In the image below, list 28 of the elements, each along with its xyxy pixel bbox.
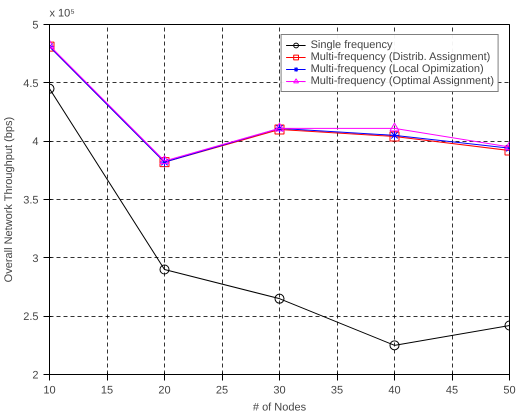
x-tick-label: 20: [158, 384, 171, 396]
legend-label: Multi-frequency (Distrib. Assignment): [310, 51, 490, 63]
point: [274, 294, 284, 304]
x-axis-title: # of Nodes: [252, 402, 307, 414]
point: [160, 264, 170, 274]
x-tick-label: 50: [503, 384, 516, 396]
y-tick-label: 4: [32, 136, 39, 148]
x-tick-label: 30: [273, 384, 286, 396]
y-tick-label: 2.5: [23, 311, 39, 324]
y-tick-label: 5: [32, 20, 39, 32]
text: x 10⁵: [50, 8, 75, 20]
x-tick-label: 40: [388, 384, 401, 396]
y-tick-label: 2: [32, 370, 39, 382]
y-tick-label: 3: [32, 252, 39, 265]
legend-label: Multi-frequency (Optimal Assignment): [310, 75, 494, 87]
y-tick-label: 4.5: [23, 78, 39, 90]
point: [160, 155, 170, 164]
legend-label: Single frequency: [310, 39, 393, 51]
x-tick-label: 45: [446, 384, 458, 396]
x-tick-label: 10: [43, 384, 56, 396]
y-tick-label: 3.5: [23, 194, 39, 206]
legend-label: Multi-frequency (Local Opimization): [310, 63, 484, 75]
x-tick-label: 25: [216, 384, 228, 396]
point: [390, 122, 400, 132]
point: [390, 340, 400, 350]
x-tick-label: 15: [100, 384, 114, 396]
x-tick-label: 35: [330, 384, 344, 396]
y-axis-title: Overall Network Throughput (bps): [3, 116, 16, 282]
